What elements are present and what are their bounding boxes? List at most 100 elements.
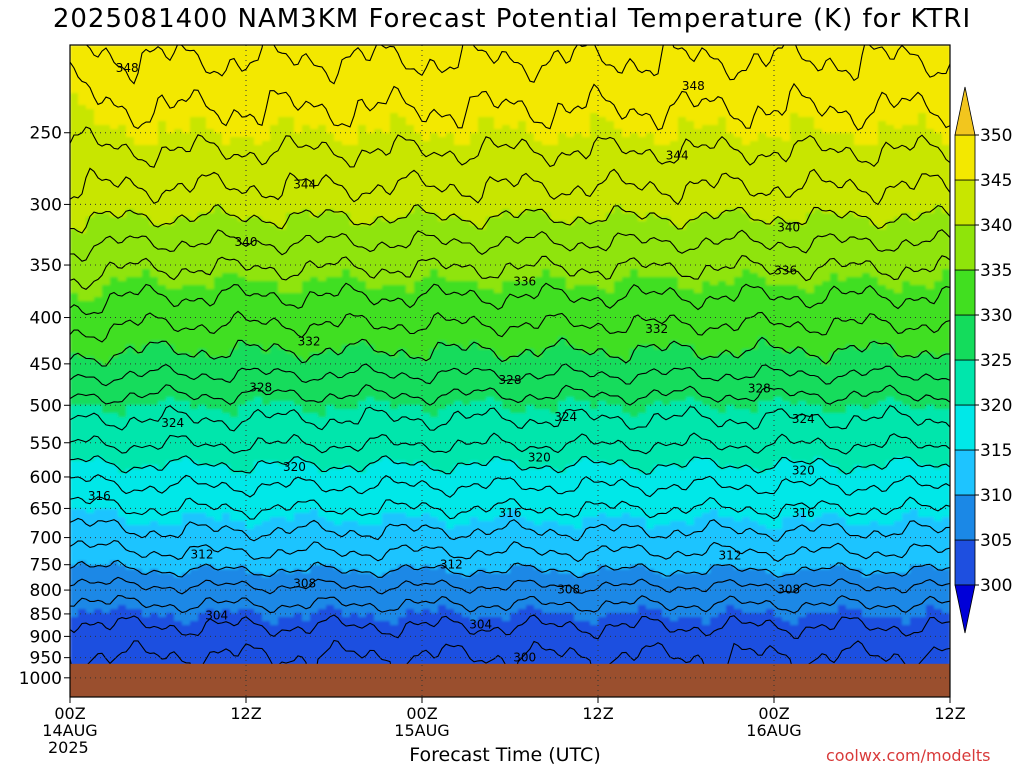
- chart-title: 2025081400 NAM3KM Forecast Potential Tem…: [52, 4, 972, 34]
- contour-label-316: 316: [792, 506, 815, 520]
- x-tick-label-60-0: 12Z: [934, 704, 965, 723]
- x-tick-label-48-1: 16AUG: [746, 721, 801, 740]
- y-tick-label-1000: 1000: [19, 669, 62, 689]
- contour-line-340: [70, 203, 950, 234]
- contour-label-324: 324: [792, 412, 815, 426]
- colorbar-band-320: [954, 359, 976, 406]
- contour-label-308: 308: [557, 583, 580, 597]
- ground-area: [70, 663, 950, 697]
- contour-label-304: 304: [469, 617, 492, 631]
- colorbar-band-330: [954, 269, 976, 316]
- contour-label-344: 344: [293, 177, 316, 191]
- colorbar-band-315: [954, 404, 976, 451]
- contour-label-336: 336: [774, 264, 797, 278]
- contour-label-316: 316: [88, 489, 111, 503]
- contour-label-332: 332: [645, 322, 668, 336]
- x-tick-label-0-0: 00Z: [54, 704, 85, 723]
- x-tick-label-0-1: 14AUG: [42, 721, 97, 740]
- x-axis-title: Forecast Time (UTC): [409, 744, 601, 766]
- contour-label-344: 344: [666, 149, 689, 163]
- contour-label-332: 332: [298, 334, 321, 348]
- contour-line-336: [70, 254, 950, 290]
- contour-label-312: 312: [719, 549, 742, 563]
- y-tick-label-250: 250: [30, 124, 62, 144]
- y-tick-label-800: 800: [30, 581, 62, 601]
- isentrope-contours: [70, 4, 950, 697]
- colorbar-band-325: [954, 314, 976, 361]
- field-cells: [70, 45, 950, 697]
- x-tick-label-12-0: 12Z: [230, 704, 261, 723]
- colorbar-label-325: 325: [980, 351, 1012, 371]
- y-tick-label-850: 850: [30, 605, 62, 625]
- contour-line-346: [70, 61, 950, 131]
- colorbar-label-350: 350: [980, 126, 1012, 146]
- contour-line-338: [70, 229, 950, 262]
- contour-line-310: [70, 559, 950, 579]
- y-tick-label-300: 300: [30, 195, 62, 215]
- colorbar-label-345: 345: [980, 171, 1012, 191]
- colorbar-band-300: [954, 539, 976, 586]
- y-tick-label-950: 950: [30, 649, 62, 669]
- grid-lines: [70, 45, 950, 697]
- x-tick-label-36-0: 12Z: [582, 704, 613, 723]
- contour-line-314: [70, 517, 950, 542]
- contour-line-330: [70, 336, 950, 367]
- credit-link[interactable]: coolwx.com/modelts: [826, 746, 991, 765]
- contour-line-312: [70, 540, 950, 563]
- contour-label-320: 320: [283, 460, 306, 474]
- x-tick-label-48-0: 00Z: [758, 704, 789, 723]
- colorbar: 300 305 310 315 320 325 330 335 340 345 350: [954, 86, 1012, 634]
- y-tick-label-450: 450: [30, 355, 62, 375]
- colorbar-low-arrow: [954, 584, 976, 634]
- contour-label-328: 328: [748, 381, 771, 395]
- contour-label-300: 300: [513, 651, 536, 665]
- plot-frame: [69, 44, 951, 698]
- colorbar-label-335: 335: [980, 261, 1012, 281]
- contour-line-348: [85, 45, 950, 85]
- contour-line-328: [70, 363, 950, 387]
- colorbar-band-305: [954, 494, 976, 541]
- contour-line-306: [70, 594, 950, 614]
- pressure-axis: 2503003504004505005506006507007508008509…: [19, 124, 70, 689]
- contour-line-334: [70, 282, 950, 316]
- contour-label-348: 348: [682, 79, 705, 93]
- colorbar-label-320: 320: [980, 396, 1012, 416]
- colorbar-label-305: 305: [980, 531, 1012, 551]
- contour-label-320: 320: [792, 463, 815, 477]
- contour-label-340: 340: [777, 220, 800, 234]
- x-tick-label-24-0: 00Z: [406, 704, 437, 723]
- contour-label-312: 312: [191, 548, 214, 562]
- y-tick-label-400: 400: [30, 309, 62, 329]
- contour-label-320: 320: [528, 450, 551, 464]
- contour-labels: 348 348 344 344 340 340 336 336 332 332 328 328 328 3…: [88, 61, 815, 665]
- y-tick-label-550: 550: [30, 434, 62, 454]
- colorbar-high-arrow: [954, 86, 976, 136]
- y-tick-label-650: 650: [30, 499, 62, 519]
- year-label: 2025: [48, 738, 89, 757]
- colorbar-label-310: 310: [980, 486, 1012, 506]
- contour-label-328: 328: [249, 381, 272, 395]
- contour-line-304: [70, 614, 950, 640]
- contour-label-340: 340: [235, 235, 258, 249]
- contour-line-342: [70, 167, 950, 206]
- colorbar-label-340: 340: [980, 216, 1012, 236]
- y-tick-label-900: 900: [30, 627, 62, 647]
- contour-line-344: [70, 126, 950, 168]
- contour-label-328: 328: [499, 373, 522, 387]
- contour-label-324: 324: [554, 410, 577, 424]
- contour-label-304: 304: [205, 608, 228, 622]
- contour-label-324: 324: [161, 416, 184, 430]
- colorbar-label-315: 315: [980, 441, 1012, 461]
- contour-line-350: [114, 4, 930, 26]
- y-tick-label-750: 750: [30, 556, 62, 576]
- contour-label-312: 312: [440, 558, 463, 572]
- contour-line-326: [70, 384, 950, 406]
- colorbar-band-335: [954, 224, 976, 271]
- contour-line-316: [70, 496, 950, 520]
- y-tick-label-500: 500: [30, 396, 62, 416]
- contour-label-308: 308: [777, 583, 800, 597]
- contour-label-348: 348: [116, 61, 139, 75]
- y-tick-label-350: 350: [30, 256, 62, 276]
